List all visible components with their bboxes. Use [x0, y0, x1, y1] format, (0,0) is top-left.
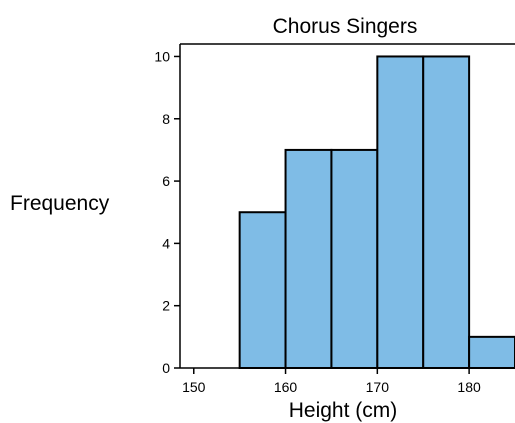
- x-tick-label: 180: [457, 379, 481, 395]
- histogram-bar-155-160: [238, 211, 287, 369]
- y-axis-label: Frequency: [10, 192, 110, 215]
- histogram-bar-165-170: [330, 148, 379, 369]
- histogram-bar-170-175: [376, 55, 425, 369]
- y-axis-ticks: 0 2 4 6 8 10: [154, 48, 180, 376]
- y-tick-label: 10: [154, 48, 170, 64]
- x-tick-label: 160: [274, 379, 298, 395]
- histogram-bar-160-165: [284, 148, 333, 369]
- x-axis-label: Height (cm): [289, 399, 398, 422]
- axes: [179, 43, 515, 369]
- y-tick-label: 2: [162, 298, 170, 314]
- y-tick-label: 8: [162, 111, 170, 127]
- y-tick-label: 4: [162, 235, 170, 251]
- chart-title: Chorus Singers: [273, 15, 418, 38]
- y-tick-label: 0: [162, 360, 170, 376]
- x-tick-label: 150: [182, 379, 206, 395]
- histogram-bars: [238, 55, 515, 370]
- y-tick-label: 6: [162, 173, 170, 189]
- histogram-bar-180-185: [468, 335, 515, 370]
- histogram-bar-175-180: [422, 55, 471, 369]
- x-axis-ticks: 150 160 170 180: [182, 368, 481, 395]
- x-tick-label: 170: [366, 379, 390, 395]
